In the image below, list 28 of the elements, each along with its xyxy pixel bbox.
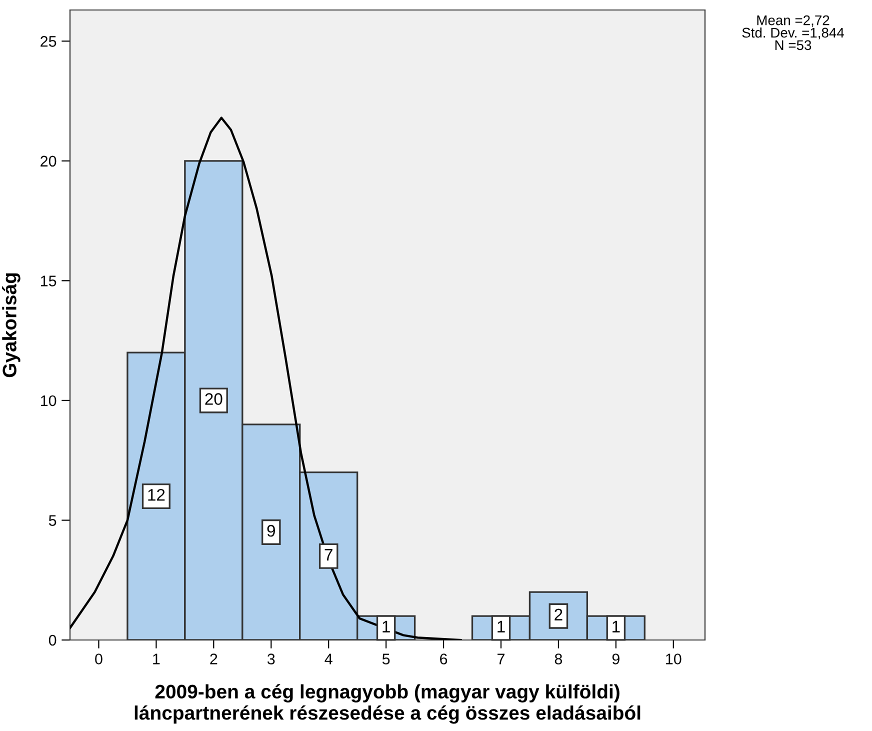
- y-tick-label: 15: [40, 276, 56, 286]
- text: Mean =2,72 Std. Dev. =1,844 N =53: [742, 15, 844, 50]
- x-tick-label: 3: [267, 654, 275, 664]
- x-tick-label: 2: [210, 654, 218, 664]
- x-tick-label: 8: [554, 654, 562, 664]
- y-tick-label: 5: [48, 515, 56, 526]
- data-label: 7: [324, 549, 332, 560]
- x-tick-label: 7: [498, 654, 504, 664]
- data-label: 1: [498, 620, 505, 632]
- x-tick-label: 4: [324, 654, 332, 664]
- x-tick-label: 1: [153, 654, 160, 664]
- x-axis-title: 2009-ben a cég legnagyobb (magyar vagy külföldi) láncpartnerének részesedése a cég összes eladásaiból: [134, 684, 640, 724]
- x-tick-label: 0: [95, 654, 102, 664]
- y-tick-label: 10: [40, 395, 56, 406]
- x-tick-label: 9: [612, 654, 620, 664]
- x-tick-label: 6: [440, 654, 448, 664]
- y-axis-title: Gyakoriság: [2, 273, 20, 378]
- data-label: 2: [554, 608, 562, 620]
- y-tick-label: 25: [40, 36, 56, 47]
- data-label: 1: [612, 620, 620, 632]
- x-tick-label: 5: [382, 654, 390, 664]
- x-tick-label: 10: [666, 654, 682, 664]
- y-tick-label: 0: [48, 634, 56, 646]
- y-tick-label: 20: [40, 156, 56, 167]
- data-label: 9: [267, 524, 275, 537]
- data-label: 1: [382, 620, 390, 632]
- data-label: 12: [148, 488, 165, 501]
- data-label: 20: [205, 393, 222, 405]
